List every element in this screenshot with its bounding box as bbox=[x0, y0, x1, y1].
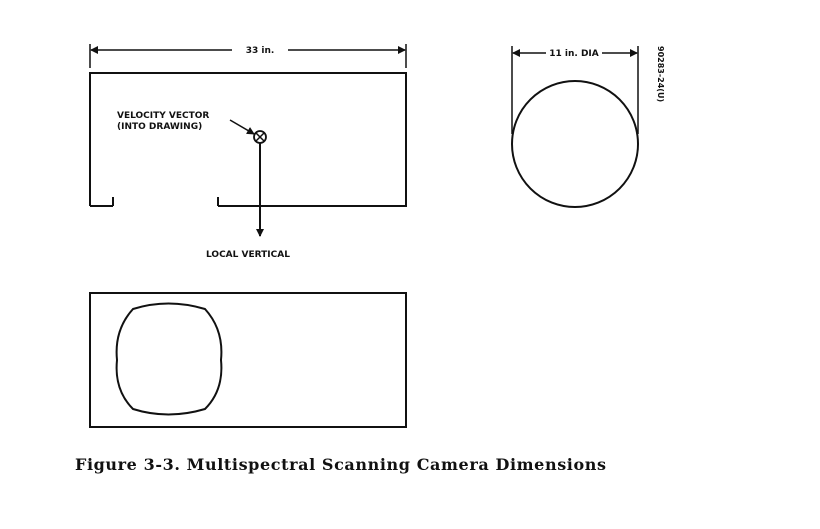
side-view-outline bbox=[89, 72, 407, 207]
top-view-outline bbox=[89, 292, 407, 428]
width-dimension: 33 in. bbox=[89, 44, 407, 68]
dia-label: 11 in. DIA bbox=[549, 49, 599, 59]
top-view bbox=[89, 292, 407, 428]
drawing-code: 90283-24(U) bbox=[656, 46, 665, 102]
velocity-label-line1: VELOCITY VECTOR bbox=[117, 111, 209, 121]
lens-aperture bbox=[115, 302, 223, 416]
local-vertical: LOCAL VERTICAL bbox=[206, 143, 290, 260]
velocity-vector: VELOCITY VECTOR (INTO DRAWING) bbox=[117, 111, 267, 144]
velocity-label-line2: (INTO DRAWING) bbox=[117, 122, 202, 132]
into-drawing-icon-x2 bbox=[255, 132, 265, 142]
width-label: 33 in. bbox=[246, 46, 275, 56]
end-view-circle bbox=[511, 80, 639, 208]
end-view: 11 in. DIA 90283-24(U) bbox=[511, 46, 665, 208]
figure-caption: Figure 3-3. Multispectral Scanning Camer… bbox=[75, 455, 607, 474]
velocity-leader bbox=[229, 119, 255, 135]
side-view bbox=[89, 72, 407, 207]
local-vertical-label: LOCAL VERTICAL bbox=[206, 250, 290, 260]
